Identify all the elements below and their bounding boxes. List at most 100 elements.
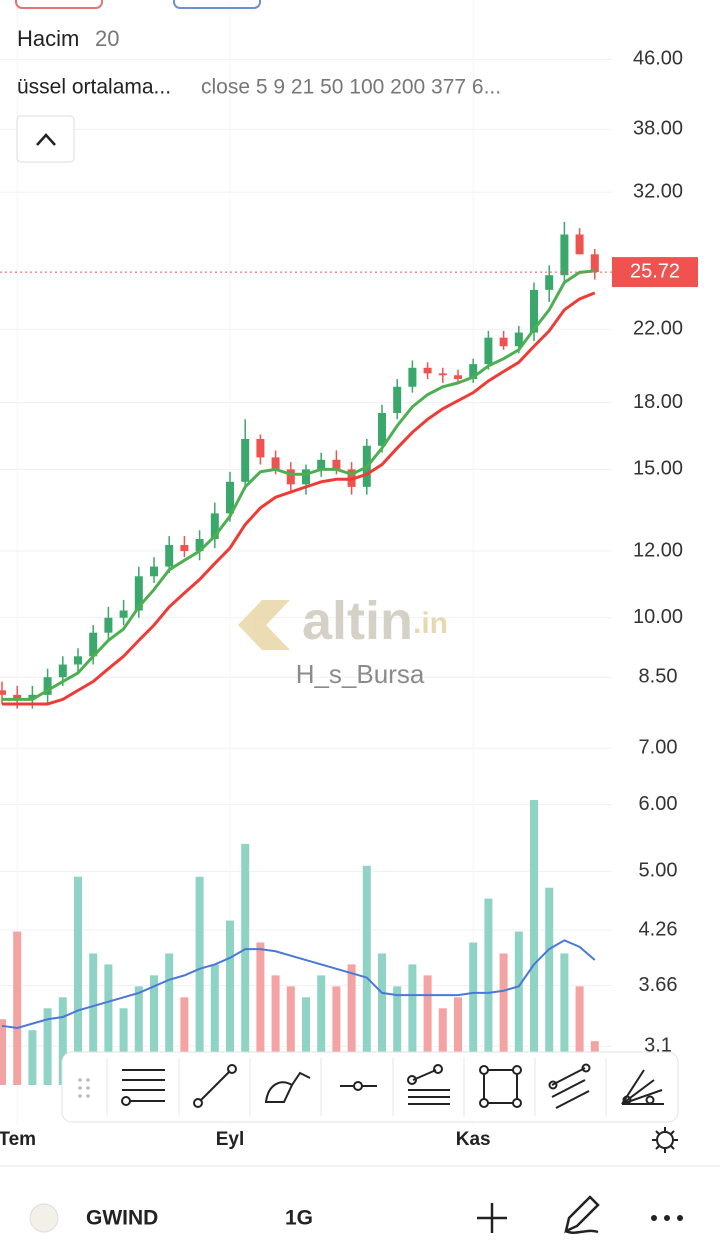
y-tick-label: 15.00 xyxy=(633,458,683,480)
tool-trend-line[interactable] xyxy=(193,1064,237,1108)
top-button[interactable] xyxy=(15,0,103,9)
candle-body xyxy=(256,438,265,458)
volume-bar xyxy=(575,986,584,1085)
volume-bar xyxy=(530,800,538,1085)
tool-rectangle[interactable] xyxy=(479,1065,522,1108)
draw-button[interactable] xyxy=(564,1195,600,1234)
candle-body xyxy=(165,544,174,567)
indicator-period: 20 xyxy=(95,26,119,51)
tool-horizontal-lines[interactable] xyxy=(121,1069,165,1106)
y-tick-label: 10.00 xyxy=(633,606,683,628)
watermark-logo xyxy=(238,600,290,650)
volume-bar xyxy=(43,1008,52,1085)
price-pane xyxy=(0,221,612,709)
candle-body xyxy=(43,677,52,695)
watermark: altin.in H_s_Bursa xyxy=(238,591,448,689)
candle-body xyxy=(195,539,204,552)
more-button[interactable] xyxy=(651,1215,683,1221)
volume-bar xyxy=(469,942,478,1085)
candle-body xyxy=(423,367,432,374)
top-button[interactable] xyxy=(173,0,261,9)
candle-body xyxy=(469,364,478,380)
y-tick-label: 6.00 xyxy=(639,793,678,815)
candle-body xyxy=(13,694,22,700)
candle-body xyxy=(119,610,128,618)
y-tick-label: 5.00 xyxy=(639,860,678,882)
y-tick-label: 7.00 xyxy=(639,737,678,759)
settings-button[interactable] xyxy=(652,1127,678,1153)
volume-bar xyxy=(195,876,204,1085)
candle-body xyxy=(74,656,82,665)
y-tick-label: 4.26 xyxy=(639,918,678,940)
volume-bar xyxy=(408,964,417,1085)
volume-bar xyxy=(302,997,310,1085)
collapse-button[interactable] xyxy=(16,115,75,163)
volume-bar xyxy=(104,964,113,1085)
candle-body xyxy=(545,275,554,290)
tool-channel[interactable] xyxy=(548,1063,591,1109)
price-axis: 46.00 38.00 32.00 22.00 18.00 15.00 12.00 10.00… xyxy=(612,48,698,1057)
volume-bar xyxy=(514,931,523,1085)
indicator-name: Hacim xyxy=(17,26,79,51)
chevron-icon xyxy=(36,133,56,146)
candle-body xyxy=(378,412,386,446)
tool-brush[interactable] xyxy=(264,1071,311,1103)
candle-body xyxy=(575,234,584,255)
volume-bar xyxy=(119,1008,128,1085)
y-tick-label: 22.00 xyxy=(633,318,683,340)
candle-body xyxy=(438,373,447,376)
tool-horizontal-ray[interactable] xyxy=(340,1081,377,1091)
volume-pane xyxy=(0,800,599,1085)
tool-gann-fan[interactable] xyxy=(621,1069,664,1105)
candle-body xyxy=(286,469,295,485)
add-button[interactable] xyxy=(477,1203,507,1233)
volume-bar xyxy=(454,997,462,1085)
volume-bar xyxy=(13,931,22,1085)
y-tick-label: 8.50 xyxy=(639,665,678,687)
y-tick-label: 12.00 xyxy=(633,539,683,561)
y-tick-label: 18.00 xyxy=(633,391,683,413)
ma-params: close 5 9 21 50 100 200 377 6... xyxy=(201,76,501,99)
volume-bar xyxy=(545,887,554,1085)
volume-bar xyxy=(332,986,341,1085)
candle-body xyxy=(241,438,250,482)
candle-body xyxy=(271,457,280,470)
candle-body xyxy=(28,694,37,700)
candle-body xyxy=(530,289,538,333)
volume-bar xyxy=(393,986,402,1085)
volume-bar xyxy=(28,1030,37,1085)
volume-bar xyxy=(256,942,265,1085)
volume-bar xyxy=(423,975,432,1085)
symbol[interactable]: GWIND xyxy=(86,1207,158,1230)
volume-bar xyxy=(0,1019,6,1085)
candle-body xyxy=(408,367,417,387)
volume-bar xyxy=(180,997,189,1085)
candle-body xyxy=(104,617,113,633)
volume-bar xyxy=(89,953,98,1085)
candle-body xyxy=(226,481,234,514)
interval[interactable]: 1G xyxy=(285,1207,313,1230)
candle-body xyxy=(134,576,143,611)
x-tick-label: Tem xyxy=(0,1129,36,1150)
toolbar-separators xyxy=(106,1058,607,1116)
volume-bar xyxy=(560,953,569,1085)
volume-bar xyxy=(134,986,143,1085)
y-tick-label: 3.66 xyxy=(639,974,678,996)
volume-bar xyxy=(241,843,250,1085)
y-tick-label: 38.00 xyxy=(633,118,683,140)
candle-body xyxy=(499,337,508,347)
watermark-text: altin.in xyxy=(302,591,448,651)
candle-body xyxy=(454,375,462,380)
candle-body xyxy=(560,234,569,276)
last-price-label: 25.72 xyxy=(630,260,680,282)
y-tick-label: 32.00 xyxy=(633,180,683,202)
candle-body xyxy=(317,459,326,470)
volume-bar xyxy=(165,953,174,1085)
time-axis: Tem Eyl Kas xyxy=(0,1129,491,1150)
volume-bar xyxy=(58,997,67,1085)
tool-fib[interactable] xyxy=(407,1064,450,1105)
watermark-brand: altin xyxy=(302,591,413,651)
candle-body xyxy=(150,566,158,577)
